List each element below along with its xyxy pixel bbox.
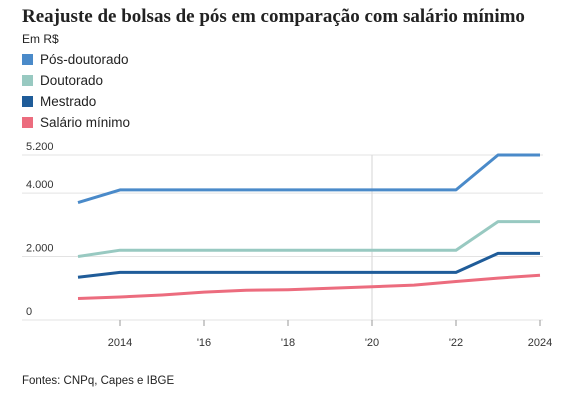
x-tick-label: '16	[197, 337, 211, 349]
legend-label: Salário mínimo	[40, 115, 131, 130]
series-line-salario-minimo	[77, 273, 541, 300]
legend-label: Doutorado	[40, 73, 104, 88]
chart-title: Reajuste de bolsas de pós em comparação …	[22, 6, 525, 27]
y-tick-label: 0	[26, 306, 32, 318]
legend-item-mestrado: Mestrado	[22, 91, 130, 112]
unit-label: Em R$	[22, 32, 59, 46]
legend-item-doutorado: Doutorado	[22, 70, 130, 91]
series-line-mestrado	[77, 251, 540, 279]
legend-item-pos-doutorado: Pós-doutorado	[22, 49, 130, 70]
y-tick-label: 4.000	[26, 179, 54, 191]
y-tick-label: 5.200	[26, 141, 54, 153]
legend-swatch	[22, 117, 33, 128]
x-tick-label: 2024	[528, 337, 552, 349]
x-tick-label: '20	[365, 337, 379, 349]
legend-item-salario-minimo: Salário mínimo	[22, 112, 130, 133]
legend: Pós-doutorado Doutorado Mestrado Salário mí…	[22, 49, 130, 133]
legend-swatch	[22, 75, 33, 86]
x-tick-label: '18	[281, 337, 295, 349]
legend-label: Pós-doutorado	[40, 52, 129, 67]
y-axis-labels: 0 2.000 4.000 5.200	[26, 141, 54, 318]
legend-swatch	[22, 96, 33, 107]
legend-label: Mestrado	[40, 94, 97, 109]
x-axis-labels: 2014 '16 '18 '20 '22 2024	[108, 337, 552, 349]
x-tick-label: '22	[449, 337, 463, 349]
y-tick-label: 2.000	[26, 243, 54, 255]
legend-swatch	[22, 54, 33, 65]
series-lines	[77, 153, 541, 300]
source-note: Fontes: CNPq, Capes e IBGE	[22, 375, 175, 387]
series-line-pos-doutorado	[77, 153, 540, 205]
x-tick-label: 2014	[108, 337, 132, 349]
series-line-doutorado	[77, 220, 540, 258]
